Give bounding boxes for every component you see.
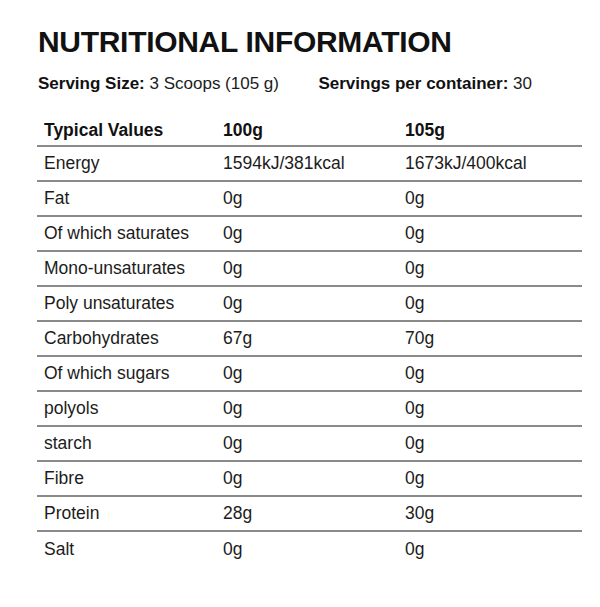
- row-label: polyols: [37, 398, 223, 419]
- row-value-105g: 0g: [405, 539, 582, 560]
- table-row-starch: starch 0g 0g: [37, 427, 582, 462]
- row-label: Fat: [37, 188, 223, 209]
- nutrition-label: NUTRITIONAL INFORMATION Serving Size: 3 …: [0, 26, 600, 607]
- page-title: NUTRITIONAL INFORMATION: [38, 26, 580, 58]
- row-label: Of which sugars: [37, 363, 223, 384]
- row-label: Protein: [37, 503, 223, 524]
- row-value-105g: 1673kJ/400kcal: [405, 153, 582, 174]
- row-label: Fibre: [37, 468, 223, 489]
- row-value-100g: 0g: [223, 539, 405, 560]
- row-value-105g: 0g: [405, 398, 582, 419]
- row-value-105g: 0g: [405, 433, 582, 454]
- column-header-100g: 100g: [223, 120, 405, 141]
- row-label: Salt: [37, 539, 223, 560]
- table-row-mono-unsaturates: Mono-unsaturates 0g 0g: [37, 252, 582, 287]
- table-row-of-which-sugars: Of which sugars 0g 0g: [37, 357, 582, 392]
- row-value-100g: 0g: [223, 258, 405, 279]
- table-row-of-which-saturates: Of which saturates 0g 0g: [37, 217, 582, 252]
- row-value-105g: 30g: [405, 503, 582, 524]
- row-value-100g: 0g: [223, 223, 405, 244]
- row-value-100g: 0g: [223, 398, 405, 419]
- row-value-100g: 0g: [223, 433, 405, 454]
- row-value-105g: 0g: [405, 258, 582, 279]
- serving-size-label: Serving Size:: [38, 74, 145, 93]
- table-row-salt: Salt 0g 0g: [37, 532, 582, 567]
- row-label: Of which saturates: [37, 223, 223, 244]
- table-row-poly-unsaturates: Poly unsaturates 0g 0g: [37, 287, 582, 322]
- row-label: Carbohydrates: [37, 328, 223, 349]
- row-value-105g: 70g: [405, 328, 582, 349]
- row-value-100g: 28g: [223, 503, 405, 524]
- row-label: Energy: [37, 153, 223, 174]
- serving-info: Serving Size: 3 Scoops (105 g) Servings …: [38, 73, 580, 95]
- table-row-fat: Fat 0g 0g: [37, 182, 582, 217]
- table-row-carbohydrates: Carbohydrates 67g 70g: [37, 322, 582, 357]
- row-value-100g: 0g: [223, 293, 405, 314]
- column-header-105g: 105g: [405, 120, 582, 141]
- table-row-fibre: Fibre 0g 0g: [37, 462, 582, 497]
- table-header-row: Typical Values 100g 105g: [37, 115, 582, 147]
- row-value-100g: 1594kJ/381kcal: [223, 153, 405, 174]
- row-label: starch: [37, 433, 223, 454]
- row-value-100g: 67g: [223, 328, 405, 349]
- row-value-105g: 0g: [405, 188, 582, 209]
- table-row-protein: Protein 28g 30g: [37, 497, 582, 532]
- row-value-100g: 0g: [223, 363, 405, 384]
- serving-size-value: 3 Scoops (105 g): [150, 74, 279, 93]
- row-value-100g: 0g: [223, 188, 405, 209]
- row-value-105g: 0g: [405, 223, 582, 244]
- row-value-100g: 0g: [223, 468, 405, 489]
- row-value-105g: 0g: [405, 293, 582, 314]
- servings-per-container-label: Servings per container:: [318, 74, 508, 93]
- table-row-energy: Energy 1594kJ/381kcal 1673kJ/400kcal: [37, 147, 582, 182]
- row-value-105g: 0g: [405, 363, 582, 384]
- nutrition-table: Typical Values 100g 105g Energy 1594kJ/3…: [37, 115, 582, 567]
- servings-per-container-value: 30: [513, 74, 532, 93]
- row-value-105g: 0g: [405, 468, 582, 489]
- row-label: Mono-unsaturates: [37, 258, 223, 279]
- column-header-typical-values: Typical Values: [37, 120, 223, 141]
- row-label: Poly unsaturates: [37, 293, 223, 314]
- table-row-polyols: polyols 0g 0g: [37, 392, 582, 427]
